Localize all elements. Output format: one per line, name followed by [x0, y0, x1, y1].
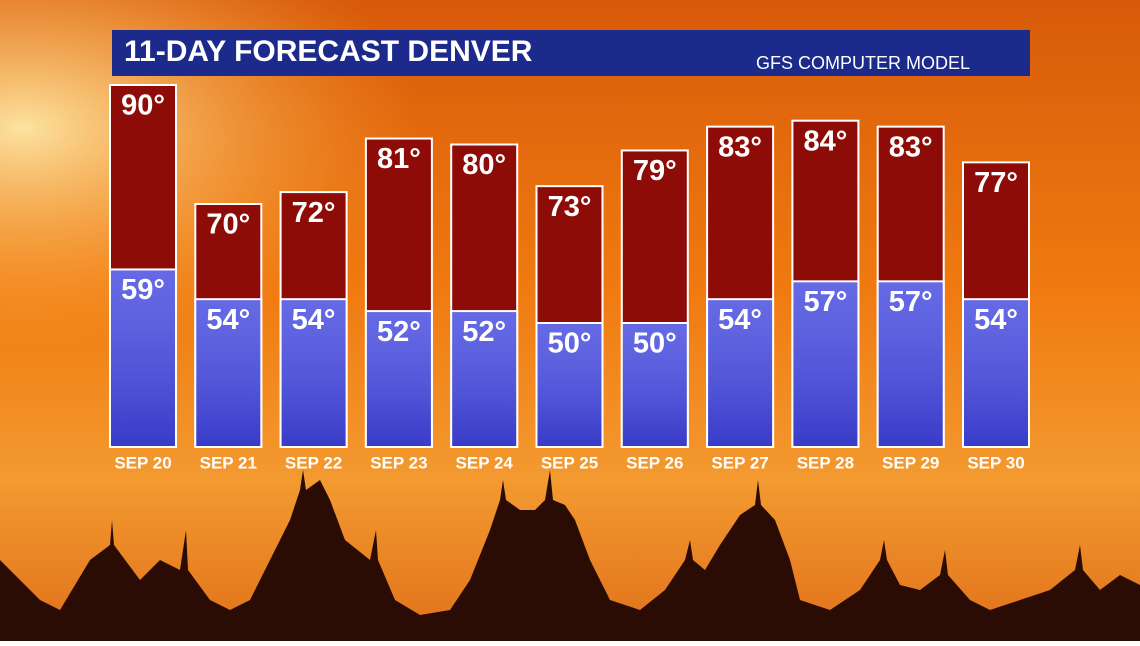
low-bar-shade	[111, 270, 175, 446]
value-label: 54°	[974, 304, 1018, 336]
value-label: 80°	[462, 149, 506, 181]
value-label: 59°	[121, 274, 165, 306]
x-tick-label: SEP 20	[114, 453, 171, 472]
value-label: 73°	[548, 191, 592, 223]
value-label: 52°	[377, 316, 421, 348]
low-bar-shade	[281, 300, 346, 446]
value-label: 57°	[889, 286, 933, 318]
skyline-silhouette	[0, 470, 1140, 641]
x-tick-label: SEP 22	[285, 453, 342, 472]
x-tick-label: SEP 28	[797, 453, 854, 472]
value-label: 54°	[292, 304, 336, 336]
value-label: 57°	[803, 286, 847, 318]
value-label: 81°	[377, 143, 421, 175]
low-bar-shade	[878, 282, 943, 446]
chart-subtitle: GFS COMPUTER MODEL	[756, 53, 970, 73]
x-tick-label: SEP 27	[711, 453, 768, 472]
value-label: 90°	[121, 90, 165, 122]
low-bar-shade	[622, 324, 687, 446]
low-bar-shade	[196, 300, 261, 446]
title-banner	[112, 30, 1030, 76]
value-label: 79°	[633, 155, 677, 187]
value-label: 52°	[462, 316, 506, 348]
low-bar-shade	[366, 312, 431, 446]
value-label: 70°	[206, 209, 250, 241]
chart-title: 11-DAY FORECAST DENVER	[124, 35, 533, 68]
x-tick-label: SEP 23	[370, 453, 427, 472]
value-label: 72°	[292, 197, 336, 229]
low-bar-shade	[452, 312, 517, 446]
low-bar-shade	[537, 324, 602, 446]
low-bar-shade	[964, 300, 1028, 446]
x-tick-label: SEP 24	[456, 453, 514, 472]
value-label: 50°	[548, 328, 592, 360]
x-tick-label: SEP 26	[626, 453, 683, 472]
value-label: 83°	[718, 131, 762, 163]
value-label: 50°	[633, 328, 677, 360]
value-label: 54°	[718, 304, 762, 336]
low-bar-shade	[793, 282, 858, 446]
value-label: 54°	[206, 304, 250, 336]
value-label: 77°	[974, 167, 1018, 199]
value-label: 84°	[803, 125, 847, 157]
value-label: 83°	[889, 131, 933, 163]
low-bar-shade	[708, 300, 773, 446]
x-tick-label: SEP 30	[967, 453, 1024, 472]
x-tick-label: SEP 21	[200, 453, 257, 472]
x-tick-label: SEP 25	[541, 453, 598, 472]
x-tick-label: SEP 29	[882, 453, 939, 472]
